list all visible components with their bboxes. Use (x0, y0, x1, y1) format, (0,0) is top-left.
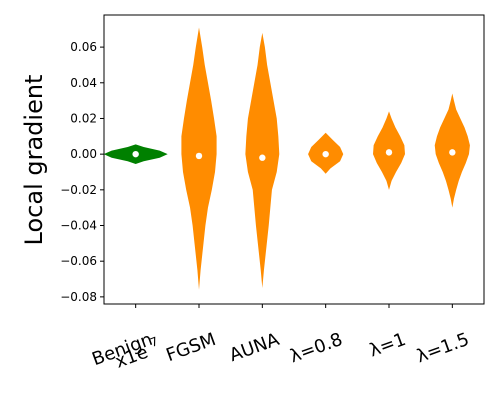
median-marker (449, 149, 456, 156)
x-tick-label: λ=1 (367, 329, 409, 361)
plot-layer (103, 27, 470, 290)
y-tick-label: 0.02 (70, 111, 97, 125)
y-axis-ticks: 0.06 0.04 0.02 0.00 −0.02 −0.04 −0.06 −0.08 (60, 40, 104, 304)
plot-frame (103, 14, 485, 305)
y-tick-label: 0.06 (70, 40, 97, 54)
y-tick-label: −0.04 (60, 219, 97, 233)
y-axis-label: Local gradient (20, 75, 48, 246)
median-marker (322, 150, 329, 158)
median-marker (195, 152, 203, 160)
median-marker (385, 149, 393, 156)
y-tick-label: 0.00 (70, 147, 97, 161)
median-marker (132, 150, 139, 158)
y-tick-label: −0.02 (60, 183, 97, 197)
median-marker (259, 154, 266, 161)
y-tick-label: −0.06 (60, 254, 97, 268)
x-tick-label: λ=0.8 (287, 329, 345, 367)
x-tick-label: λ=1.5 (414, 329, 472, 367)
y-tick-label: −0.08 (60, 290, 97, 304)
x-axis-multiplier-exponent: 7 (148, 334, 160, 350)
x-tick-label: FGSM (163, 329, 218, 366)
y-tick-label: 0.04 (70, 76, 97, 90)
x-tick-label: AUNA (227, 329, 283, 367)
